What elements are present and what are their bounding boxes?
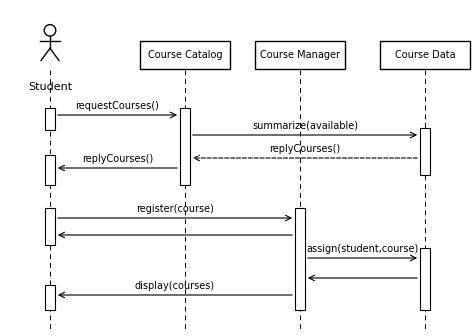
Bar	[180, 108, 190, 185]
Text: display(courses): display(courses)	[135, 281, 215, 291]
Text: requestCourses(): requestCourses()	[75, 101, 159, 111]
Text: assign(student,course): assign(student,course)	[306, 244, 419, 254]
Text: Student: Student	[28, 82, 72, 92]
Text: Course Manager: Course Manager	[260, 50, 340, 60]
Text: Course Data: Course Data	[395, 50, 456, 60]
Text: Course Catalog: Course Catalog	[148, 50, 222, 60]
Bar	[420, 128, 430, 175]
Bar	[295, 208, 305, 310]
Bar	[140, 41, 230, 69]
Text: register(course): register(course)	[136, 204, 214, 214]
Bar	[45, 108, 55, 130]
Text: replyCourses(): replyCourses()	[82, 154, 153, 164]
Text: replyCourses(): replyCourses()	[269, 144, 341, 154]
Bar	[255, 41, 345, 69]
Bar	[45, 285, 55, 310]
Bar	[420, 248, 430, 310]
Text: summarize(available): summarize(available)	[252, 121, 358, 131]
Bar	[380, 41, 470, 69]
Bar	[45, 208, 55, 245]
Bar	[45, 155, 55, 185]
